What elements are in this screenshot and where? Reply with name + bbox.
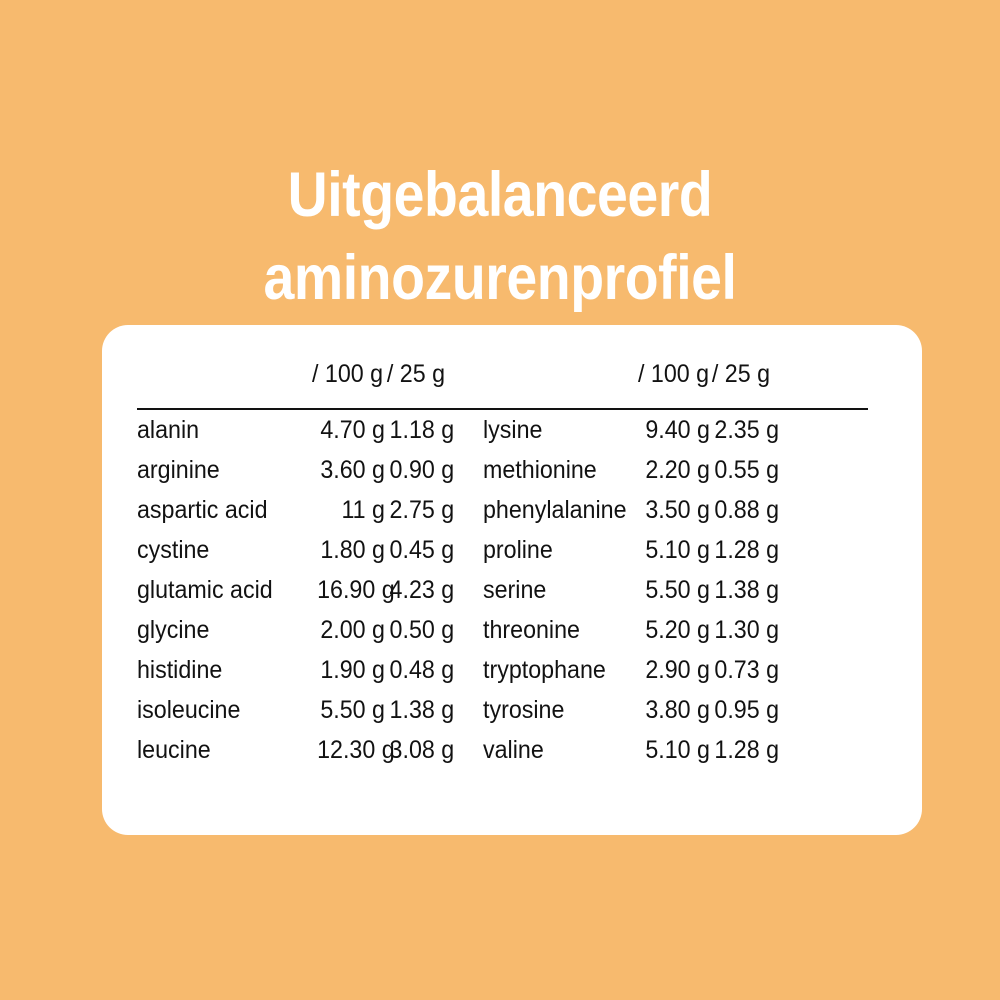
amino-acid-per-100g: 3.50 g [645, 496, 710, 524]
amino-acid-per-25g: 1.38 g [389, 696, 455, 724]
amino-acid-name: cystine [137, 536, 210, 564]
amino-acid-per-25g: 1.30 g [714, 616, 780, 644]
header-blank-right [483, 355, 627, 393]
amino-acid-name: glycine [137, 616, 210, 644]
amino-acid-per-100g: 16.90 g [317, 576, 395, 604]
amino-acid-name: tryptophane [483, 656, 606, 684]
amino-acid-name: threonine [483, 616, 580, 644]
amino-acid-per-25g: 2.35 g [714, 416, 780, 444]
amino-acid-per-25g: 0.48 g [389, 656, 455, 684]
amino-acid-per-25g: 0.88 g [714, 496, 780, 524]
amino-acid-name: tyrosine [483, 696, 565, 724]
amino-acid-per-100g: 1.90 g [320, 656, 385, 684]
amino-acid-per-25g: 0.95 g [714, 696, 780, 724]
amino-acid-per-100g: 4.70 g [320, 416, 385, 444]
row-column-gap [451, 730, 482, 770]
amino-acid-per-100g: 3.60 g [320, 456, 385, 484]
amino-acid-per-25g: 1.38 g [714, 576, 780, 604]
amino-acid-per-100g: 9.40 g [645, 416, 710, 444]
row-column-gap [451, 650, 482, 690]
row-column-gap [451, 450, 482, 490]
header-rule-spacer [137, 393, 773, 410]
header-right-per-100g: / 100 g [638, 360, 710, 388]
row-column-gap [451, 570, 482, 610]
amino-acid-name: histidine [137, 656, 223, 684]
amino-acid-per-25g: 0.50 g [389, 616, 455, 644]
amino-acid-name: proline [483, 536, 553, 564]
amino-acid-name: phenylalanine [483, 496, 627, 524]
amino-acid-per-25g: 0.73 g [714, 656, 780, 684]
amino-acid-name: serine [483, 576, 547, 604]
amino-acid-per-100g: 5.10 g [645, 536, 710, 564]
amino-acid-table: / 100 g / 25 g / 100 g / 25 g alanin 4.7… [137, 355, 868, 770]
amino-acid-name: glutamic acid [137, 576, 273, 604]
header-left-per-100g: / 100 g [312, 360, 384, 388]
amino-acid-per-25g: 2.75 g [389, 496, 455, 524]
amino-acid-per-25g: 1.28 g [714, 536, 780, 564]
page-title: Uitgebalanceerd aminozurenprofiel [263, 160, 737, 314]
row-column-gap [451, 410, 482, 450]
amino-acid-per-25g: 4.23 g [389, 576, 455, 604]
row-column-gap [451, 530, 482, 570]
amino-acid-name: lysine [483, 416, 543, 444]
amino-acid-name: isoleucine [137, 696, 241, 724]
header-column-gap [451, 355, 482, 393]
amino-acid-per-100g: 5.20 g [645, 616, 710, 644]
table-header-divider [137, 408, 868, 410]
amino-acid-per-25g: 0.45 g [389, 536, 455, 564]
amino-acid-name: alanin [137, 416, 200, 444]
row-column-gap [451, 490, 482, 530]
amino-acid-per-100g: 11 g [341, 496, 385, 524]
amino-acid-per-25g: 0.55 g [714, 456, 780, 484]
amino-acid-name: arginine [137, 456, 220, 484]
amino-acid-per-100g: 2.90 g [645, 656, 710, 684]
amino-acid-name: methionine [483, 456, 597, 484]
amino-acid-per-100g: 2.00 g [320, 616, 385, 644]
amino-acid-per-100g: 2.20 g [645, 456, 710, 484]
amino-acid-per-25g: 0.90 g [389, 456, 455, 484]
amino-acid-per-25g: 1.28 g [714, 736, 780, 764]
amino-acid-name: valine [483, 736, 544, 764]
amino-acid-per-25g: 1.18 g [389, 416, 455, 444]
amino-acid-per-100g: 3.80 g [645, 696, 710, 724]
amino-acid-name: leucine [137, 736, 211, 764]
amino-acid-per-100g: 5.10 g [645, 736, 710, 764]
amino-acid-per-100g: 12.30 g [317, 736, 395, 764]
header-right-per-25g: / 25 g [711, 360, 771, 388]
row-column-gap [451, 690, 482, 730]
amino-acid-per-100g: 5.50 g [645, 576, 710, 604]
amino-acid-name: aspartic acid [137, 496, 268, 524]
amino-acid-table-card: / 100 g / 25 g / 100 g / 25 g alanin 4.7… [102, 325, 922, 835]
amino-acid-per-100g: 1.80 g [320, 536, 385, 564]
row-column-gap [451, 610, 482, 650]
amino-acid-per-25g: 3.08 g [389, 736, 455, 764]
amino-acid-per-100g: 5.50 g [320, 696, 385, 724]
header-left-per-25g: / 25 g [386, 360, 446, 388]
header-blank-left [137, 355, 300, 393]
